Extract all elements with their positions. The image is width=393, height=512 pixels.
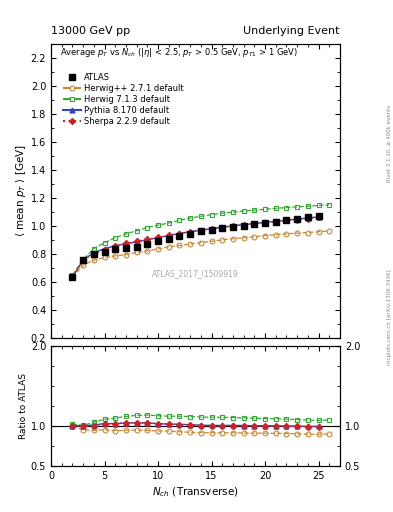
Text: mcplots.cern.ch [arXiv:1306.3436]: mcplots.cern.ch [arXiv:1306.3436]: [387, 270, 392, 365]
X-axis label: $N_{ch}$ (Transverse): $N_{ch}$ (Transverse): [152, 485, 239, 499]
Text: Rivet 3.1.10, ≥ 400k events: Rivet 3.1.10, ≥ 400k events: [387, 105, 392, 182]
Text: 13000 GeV pp: 13000 GeV pp: [51, 26, 130, 36]
Y-axis label: Ratio to ATLAS: Ratio to ATLAS: [19, 373, 28, 439]
Text: ATLAS_2017_I1509919: ATLAS_2017_I1509919: [152, 269, 239, 278]
Legend: ATLAS, Herwig++ 2.7.1 default, Herwig 7.1.3 default, Pythia 8.170 default, Sherp: ATLAS, Herwig++ 2.7.1 default, Herwig 7.…: [61, 71, 185, 128]
Y-axis label: $\langle$ mean $p_T$ $\rangle$ [GeV]: $\langle$ mean $p_T$ $\rangle$ [GeV]: [14, 144, 28, 237]
Text: Average $p_T$ vs $N_{ch}$ ($|\eta|$ < 2.5, $p_T$ > 0.5 GeV, $p_{T1}$ > 1 GeV): Average $p_T$ vs $N_{ch}$ ($|\eta|$ < 2.…: [60, 47, 298, 59]
Text: Underlying Event: Underlying Event: [243, 26, 340, 36]
